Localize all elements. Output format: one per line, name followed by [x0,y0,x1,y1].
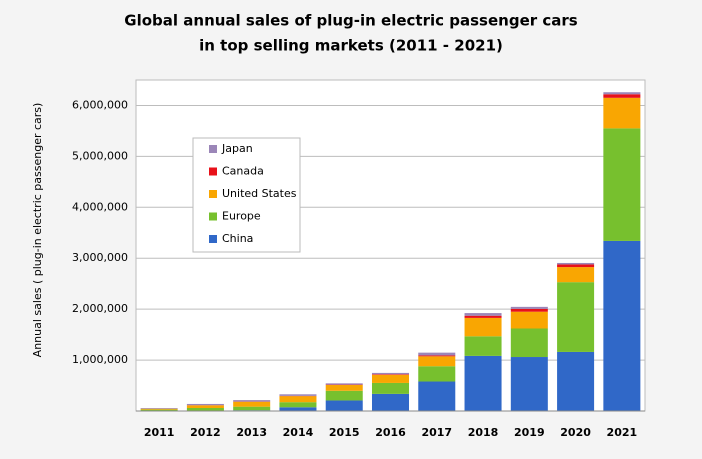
legend-label: United States [222,187,297,200]
bar-segment [557,267,595,283]
y-axis-label: Annual sales ( plug-in electric passenge… [31,103,44,358]
bar-segment [279,394,317,396]
bar-segment [140,409,178,411]
y-tick-label: 4,000,000 [72,200,128,213]
chart-title: in top selling markets (2011 - 2021) [199,37,503,55]
bar-segment [279,407,317,411]
bar-segment [464,315,502,318]
bar-segment [418,352,456,356]
x-tick-label: 2016 [375,426,406,439]
legend-swatch [209,212,217,221]
bar-segment [325,390,363,401]
x-tick-label: 2019 [514,426,545,439]
bar-segment [186,405,224,408]
bar-segment [371,382,410,394]
bar-segment [279,396,317,403]
y-tick-label: 1,000,000 [72,353,128,366]
bar-segment [325,384,363,391]
bar-segment [371,374,410,375]
x-tick-label: 2011 [144,426,175,439]
bar-segment [510,308,548,312]
bar-segment [510,357,548,411]
bar-segment [140,408,178,410]
bar-segment [418,381,456,411]
y-tick-label: 2,000,000 [72,302,128,315]
chart-title: Global annual sales of plug-in electric … [124,12,577,30]
bar-segment [557,351,595,411]
bar-segment [418,356,456,367]
legend-label: Japan [221,142,253,155]
y-tick-label: 5,000,000 [72,149,128,162]
bar-segment [186,407,224,411]
legend-swatch [209,235,217,243]
x-tick-label: 2014 [283,426,314,439]
bar-segment [371,374,410,383]
bar-segment [325,400,363,411]
x-tick-label: 2013 [236,426,267,439]
bar-segment [371,393,410,411]
bar-segment [233,406,271,411]
x-tick-label: 2021 [607,426,638,439]
bar-segment [557,282,595,352]
legend-swatch [209,145,217,153]
bar-segment [464,336,502,356]
legend-label: Canada [222,165,264,178]
x-tick-label: 2015 [329,426,360,439]
bar-segment [418,366,456,382]
bar-segment [140,408,178,409]
bar-segment [510,311,548,329]
legend-label: China [222,232,253,245]
bar-segment [557,262,595,265]
legend-label: Europe [222,210,261,223]
y-tick-label: 6,000,000 [72,98,128,111]
bar-segment [603,92,641,95]
bar-segment [603,240,641,411]
bar-segment [603,94,641,98]
bar-segment [186,403,224,406]
bar-segment [510,328,548,358]
bar-segment [418,355,456,357]
bar-segment [464,317,502,337]
bar-segment [510,306,548,309]
legend-swatch [209,190,217,198]
bar-segment [557,264,595,268]
bar-segment [325,383,363,385]
bar-segment [603,128,641,241]
bar-segment [464,313,502,316]
y-tick-label: 3,000,000 [72,251,128,264]
x-tick-label: 2017 [421,426,452,439]
x-tick-label: 2020 [560,426,591,439]
bar-segment [464,355,502,411]
bar-segment [233,401,271,407]
x-tick-label: 2018 [468,426,499,439]
bar-segment [603,97,641,129]
legend-swatch [209,167,217,176]
bar-segment [371,372,410,375]
bar-segment [233,400,271,402]
x-tick-label: 2012 [190,426,221,439]
bar-segment [279,402,317,408]
